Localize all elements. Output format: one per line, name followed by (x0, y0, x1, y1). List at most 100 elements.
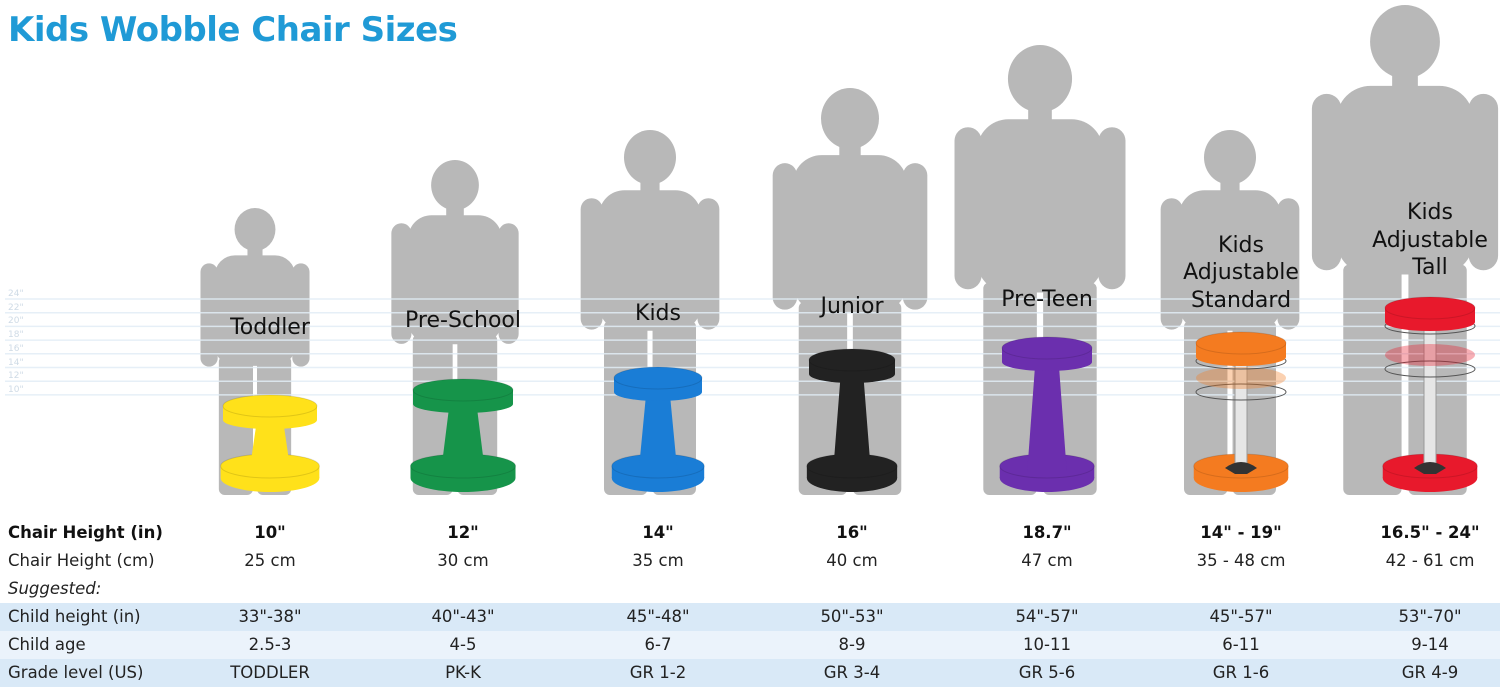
model-name-label: Toddler (230, 315, 310, 340)
chair-stem (833, 362, 871, 472)
silhouette-torso (1336, 85, 1474, 275)
table-cell: 54"-57" (1015, 607, 1079, 626)
silhouette-arm (1468, 93, 1499, 271)
model-name-label: Kids (1218, 233, 1264, 258)
table-cell: TODDLER (230, 663, 310, 682)
model-name-label: Pre-School (405, 308, 521, 333)
chair-seat-top (412, 378, 514, 402)
silhouette-arm (697, 198, 720, 330)
seat-ghost-position (1385, 344, 1475, 366)
silhouette-head (234, 208, 276, 252)
table-cell: 35 cm (632, 551, 684, 570)
table-cell: 45"-48" (626, 607, 690, 626)
table-cell: GR 4-9 (1401, 663, 1459, 682)
row-header: Chair Height (in) (8, 523, 163, 542)
wobble-chair (410, 378, 516, 492)
table-cell: GR 3-4 (823, 663, 881, 682)
row-header: Grade level (US) (8, 663, 144, 682)
table-row: Child height (in) 33"-38" 40"-43" 45"-48" 50… (0, 603, 1500, 631)
table-cell: 8-9 (838, 635, 866, 654)
seat-ghost-position (1196, 367, 1286, 389)
model-name-label: Standard (1190, 288, 1292, 313)
table-cell: GR 1-6 (1212, 663, 1270, 682)
silhouette-head (1007, 45, 1073, 113)
wobble-chair (1382, 296, 1478, 492)
child-silhouette (772, 88, 928, 495)
page-title: Kids Wobble Chair Sizes (8, 10, 458, 50)
chair-base-bracket (1414, 462, 1446, 474)
silhouette-torso (214, 255, 296, 366)
silhouette-arm (580, 198, 603, 330)
silhouette-arm (391, 223, 412, 344)
table-cell: 2.5-3 (248, 635, 292, 654)
table-cell: PK-K (445, 663, 481, 682)
silhouette-torso (598, 190, 702, 331)
silhouette-arm (200, 263, 218, 367)
child-silhouette (954, 45, 1126, 495)
wobble-chair (999, 336, 1095, 492)
model-name-label: Kids (635, 301, 681, 326)
wobble-chair (220, 394, 320, 492)
table-row: Child age 2.5-3 4-5 6-7 8-9 10-11 6-11 9-14 (0, 631, 1500, 659)
row-header: Child age (8, 635, 86, 654)
model-name-label: Pre-Teen (1001, 287, 1093, 312)
silhouette-head (821, 88, 879, 150)
table-cell: GR 1-2 (629, 663, 687, 682)
table-cell: 53"-70" (1398, 607, 1462, 626)
chair-seat-top (808, 348, 896, 372)
silhouette-leg (604, 320, 648, 495)
chair-gas-post (1423, 309, 1437, 467)
table-row: Grade level (US) TODDLER PK-K GR 1-2 GR 3-4 G… (0, 659, 1500, 687)
chair-seat-top (222, 394, 318, 418)
chair-base-bracket (1225, 462, 1257, 474)
chair-seat-top (1195, 331, 1287, 355)
row-header: Suggested: (8, 579, 102, 598)
silhouette-arm (1311, 93, 1342, 271)
table-cell: 10-11 (1023, 635, 1071, 654)
table-row: Chair Height (cm) 25 cm 30 cm 35 cm 40 cm 47 … (0, 547, 1500, 575)
wobble-chair (1193, 331, 1289, 492)
guide-tick-label: 14" (8, 357, 24, 368)
table-row: Chair Height (in) 10" 12" 14" 16" 18.7" 14" - … (0, 519, 1500, 547)
silhouette-arm (1098, 127, 1126, 290)
chair-stem (1027, 350, 1067, 472)
table-cell: 42 - 61 cm (1385, 551, 1475, 570)
seat-ring-ghost (1384, 360, 1476, 378)
table-cell: 6-11 (1222, 635, 1260, 654)
silhouette-arm (902, 163, 928, 310)
silhouette-leg (412, 334, 453, 495)
chair-stem (638, 380, 678, 472)
silhouette-torso (793, 155, 907, 312)
silhouette-arm (498, 223, 519, 344)
model-name-label: Tall (1412, 255, 1448, 280)
guide-tick-label: 10" (8, 384, 24, 395)
table-cell: 18.7" (1022, 523, 1072, 542)
guide-tick-label: 24" (8, 289, 24, 299)
table-cell: 4-5 (449, 635, 477, 654)
table-cell: 16.5" - 24" (1380, 523, 1480, 542)
illustration (5, 5, 1500, 495)
table-cell: 9-14 (1411, 635, 1449, 654)
chair-seat-top (1001, 336, 1093, 360)
table-cell: 12" (447, 523, 479, 542)
table-cell: 14" (642, 523, 674, 542)
model-name-label: Kids (1407, 200, 1453, 225)
table-cell: 40 cm (826, 551, 878, 570)
wobble-chair (806, 348, 898, 492)
table-cell: 33"-38" (238, 607, 302, 626)
guide-tick-label: 12" (8, 371, 24, 382)
silhouette-arm (772, 163, 798, 310)
table-cell: 10" (254, 523, 286, 542)
table-cell: 6-7 (644, 635, 672, 654)
child-silhouette (580, 130, 720, 495)
table-cell: 35 - 48 cm (1196, 551, 1286, 570)
row-header: Chair Height (cm) (8, 551, 155, 570)
table-row: Suggested: (0, 575, 1500, 603)
table-cell: 16" (836, 523, 868, 542)
silhouette-leg (983, 282, 1037, 495)
row-header: Child height (in) (8, 607, 141, 626)
silhouette-torso (1178, 190, 1282, 331)
guide-tick-label: 22" (8, 302, 24, 313)
model-name-label: Junior (820, 294, 884, 319)
table-cell: 50"-53" (820, 607, 884, 626)
